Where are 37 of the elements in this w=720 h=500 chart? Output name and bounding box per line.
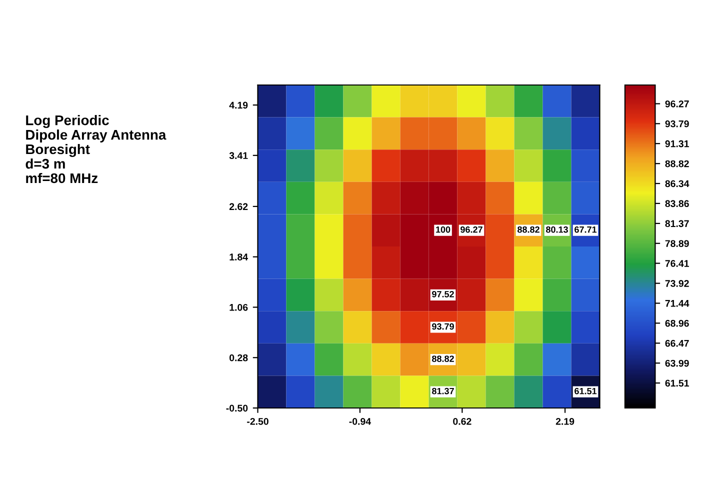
color-bar-label: 83.86 — [665, 200, 689, 208]
x-tick-label: -2.50 — [247, 418, 268, 425]
y-tick-label: -0.50 — [226, 404, 248, 412]
y-tick-label: 1.84 — [230, 254, 248, 260]
color-bar-label: 61.51 — [665, 380, 689, 387]
data-label: 96.27 — [460, 226, 482, 233]
data-label: 67.71 — [574, 226, 597, 233]
color-bar-label: 68.96 — [665, 320, 689, 327]
color-bar-label: 91.31 — [665, 140, 689, 148]
x-tick-label: 2.19 — [556, 418, 574, 425]
data-label: 61.51 — [574, 388, 597, 394]
data-label: 88.82 — [518, 226, 540, 233]
data-label: 81.37 — [432, 388, 454, 394]
x-tick-label: -0.94 — [349, 418, 371, 425]
data-label: 100 — [436, 226, 450, 233]
data-label: 93.79 — [432, 323, 454, 330]
y-tick-label: 4.19 — [229, 102, 248, 109]
color-bar-label: 88.82 — [665, 160, 689, 168]
color-bar-label: 71.44 — [665, 300, 690, 307]
data-label: 88.82 — [432, 356, 454, 362]
color-bar-label: 78.89 — [665, 240, 689, 247]
color-bar-label: 86.34 — [665, 180, 690, 188]
x-tick-label: 0.62 — [453, 418, 472, 425]
data-label: 80.13 — [546, 226, 568, 233]
color-bar-label: 76.41 — [665, 260, 689, 267]
text: Log Periodic Dipole Array Antenna Boresight d=3 m mf=80 MHz — [26, 115, 166, 184]
y-tick-label: 1.06 — [230, 304, 248, 311]
data-label: 97.52 — [432, 290, 454, 298]
y-tick-label: 3.41 — [229, 152, 248, 160]
color-bar-label: 73.92 — [665, 280, 689, 287]
color-bar-label: 66.47 — [665, 340, 689, 347]
color-bar-label: 63.99 — [665, 360, 689, 367]
color-bar-label: 93.79 — [665, 120, 689, 128]
color-bar-label: 81.37 — [665, 220, 689, 228]
y-tick-label: 2.62 — [229, 203, 248, 210]
y-tick-label: 0.28 — [230, 354, 248, 362]
color-bar-label: 96.27 — [665, 100, 689, 108]
